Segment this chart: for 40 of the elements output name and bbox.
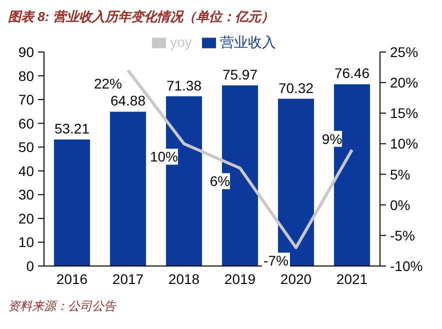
y2-tick-label: 20% <box>390 74 418 91</box>
y-tick-label: 70 <box>18 92 34 108</box>
data-label: 71.38 <box>166 77 202 94</box>
bar <box>110 112 146 266</box>
text: 资料来源：公司公告 <box>8 298 118 315</box>
y-tick-label: 10 <box>18 234 34 250</box>
y-tick-label: 40 <box>18 162 34 179</box>
x-tick-label: 2020 <box>280 270 312 287</box>
y-tick-label: 30 <box>18 186 34 203</box>
data-label: 9% <box>322 130 342 147</box>
y2-tick-label: 15% <box>390 105 418 122</box>
data-label: 6% <box>210 173 230 190</box>
y2-tick-label: 5% <box>390 166 410 182</box>
x-tick-label: 2017 <box>112 270 144 287</box>
y-tick-label: 90 <box>18 44 34 60</box>
y-tick-label: 80 <box>18 68 34 84</box>
data-label: 53.21 <box>54 120 90 136</box>
data-label: 76.46 <box>334 65 370 82</box>
data-label: 22% <box>94 75 122 92</box>
data-label: 10% <box>150 148 178 165</box>
x-tick-label: 2018 <box>168 270 200 287</box>
x-tick-label: 2019 <box>224 270 256 287</box>
legend-label: 营业收入 <box>220 34 276 50</box>
y2-tick-label: 10% <box>390 136 418 152</box>
y2-tick-label: 0% <box>390 196 410 213</box>
x-tick-label: 2016 <box>56 270 88 287</box>
x-tick-label: 2021 <box>336 270 368 287</box>
data-label: 70.32 <box>278 80 314 96</box>
bar <box>54 139 90 266</box>
y-tick-label: 50 <box>18 139 34 156</box>
y2-tick-label: -10% <box>390 258 423 274</box>
data-label: 64.88 <box>110 92 146 109</box>
data-label: 75.97 <box>222 66 258 82</box>
y-tick-label: 20 <box>18 210 34 226</box>
y2-tick-label: 25% <box>390 44 418 60</box>
y-tick-label: 0 <box>26 258 34 274</box>
data-label: -7% <box>264 252 288 269</box>
y-tick-label: 60 <box>18 115 34 132</box>
y2-tick-label: -5% <box>390 227 415 244</box>
chart-title: 图表 8: 营业收入历年变化情况（单位：亿元） <box>8 8 275 26</box>
